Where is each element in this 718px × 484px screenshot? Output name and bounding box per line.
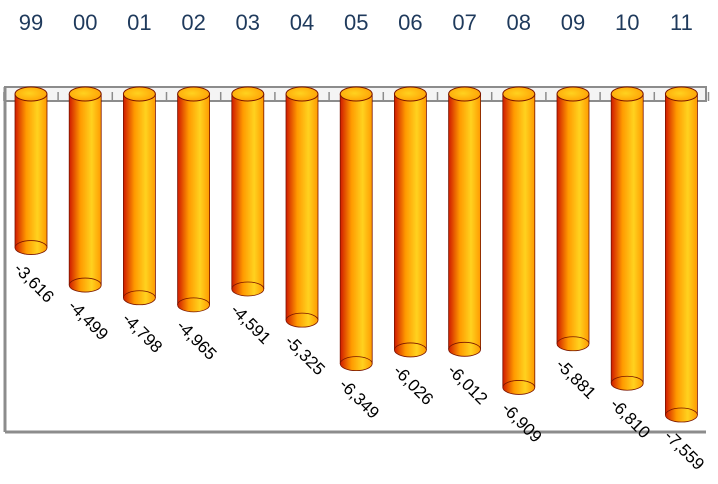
category-labels: 99 00 01 02 03 04 05 06 07 08 09 10 11 — [19, 10, 693, 35]
bar-top-cap — [393, 86, 427, 102]
bar-top-cap — [448, 86, 482, 102]
bar-top-cap — [664, 86, 698, 102]
category-label: 05 — [344, 10, 368, 35]
bar-body — [231, 94, 264, 289]
bar-08 — [502, 86, 536, 395]
bar-bottom-cap — [610, 375, 644, 391]
category-label: 08 — [507, 10, 531, 35]
bar-bottom-cap — [339, 356, 373, 372]
bar-top-cap — [502, 86, 536, 102]
bar-top-cap — [177, 86, 211, 102]
bar-bottom-cap — [122, 290, 156, 306]
value-label: -6,349 — [335, 375, 383, 423]
bar-07 — [448, 86, 482, 357]
bar-top-cap — [14, 86, 48, 102]
bar-body — [123, 94, 156, 298]
bar-bottom-cap — [177, 297, 211, 313]
value-label: -4,965 — [173, 316, 221, 364]
bar-body — [665, 94, 698, 416]
value-label: -6,012 — [444, 361, 492, 409]
category-label: 03 — [236, 10, 260, 35]
bar-body — [286, 94, 318, 321]
bar-10 — [610, 86, 644, 391]
value-label: -4,798 — [119, 309, 167, 357]
value-label: -7,559 — [661, 426, 709, 474]
bar-body — [69, 94, 102, 286]
category-label: 99 — [19, 10, 43, 35]
category-label: 02 — [181, 10, 205, 35]
bar-bottom-cap — [448, 341, 482, 357]
category-label: 10 — [615, 10, 639, 35]
bar-body — [394, 94, 427, 350]
bar-body — [177, 94, 210, 305]
bar-01 — [122, 86, 156, 306]
value-label: -4,499 — [64, 296, 112, 344]
bar-bottom-cap — [231, 281, 265, 297]
category-label: 11 — [670, 10, 693, 35]
bar-top-cap — [610, 86, 644, 102]
bar-top-cap — [122, 86, 156, 102]
bar-top-cap — [285, 86, 319, 102]
bar-09 — [556, 86, 590, 352]
bar-body — [448, 94, 481, 350]
bar-bottom-cap — [68, 277, 102, 293]
category-label: 09 — [561, 10, 585, 35]
bar-bottom-cap — [665, 407, 698, 423]
bar-body — [340, 94, 373, 364]
bar-top-cap — [339, 86, 373, 102]
bar-body — [557, 94, 589, 344]
bar-top-cap — [556, 86, 590, 102]
bar-bottom-cap — [285, 312, 319, 328]
value-label: -6,810 — [606, 395, 654, 443]
category-label: 04 — [290, 10, 314, 35]
bar-99 — [14, 86, 48, 255]
category-label: 01 — [127, 10, 151, 35]
category-label: 00 — [73, 10, 97, 35]
value-label: -6,026 — [390, 361, 438, 409]
bar-body — [15, 94, 47, 248]
bar-05 — [339, 86, 373, 372]
bar-bottom-cap — [14, 240, 48, 255]
value-label: -5,325 — [281, 332, 329, 380]
bar-06 — [393, 86, 427, 358]
bar-04 — [285, 86, 319, 328]
value-label: -6,909 — [498, 399, 546, 447]
bar-body — [611, 94, 644, 384]
bar-bottom-cap — [556, 336, 590, 352]
bars-group — [14, 86, 698, 423]
value-label: -4,591 — [227, 300, 275, 348]
bar-02 — [177, 86, 211, 313]
bar-00 — [68, 86, 102, 293]
bar-bottom-cap — [502, 380, 536, 395]
bar-11 — [664, 86, 698, 423]
category-label: 06 — [398, 10, 422, 35]
value-label: -5,881 — [552, 355, 600, 403]
bar-top-cap — [231, 86, 265, 102]
bar-03 — [231, 86, 265, 297]
bar-body — [502, 94, 535, 388]
bar-bottom-cap — [393, 342, 427, 358]
bar-top-cap — [68, 86, 102, 102]
value-label: -3,616 — [10, 259, 58, 307]
category-label: 07 — [452, 10, 476, 35]
